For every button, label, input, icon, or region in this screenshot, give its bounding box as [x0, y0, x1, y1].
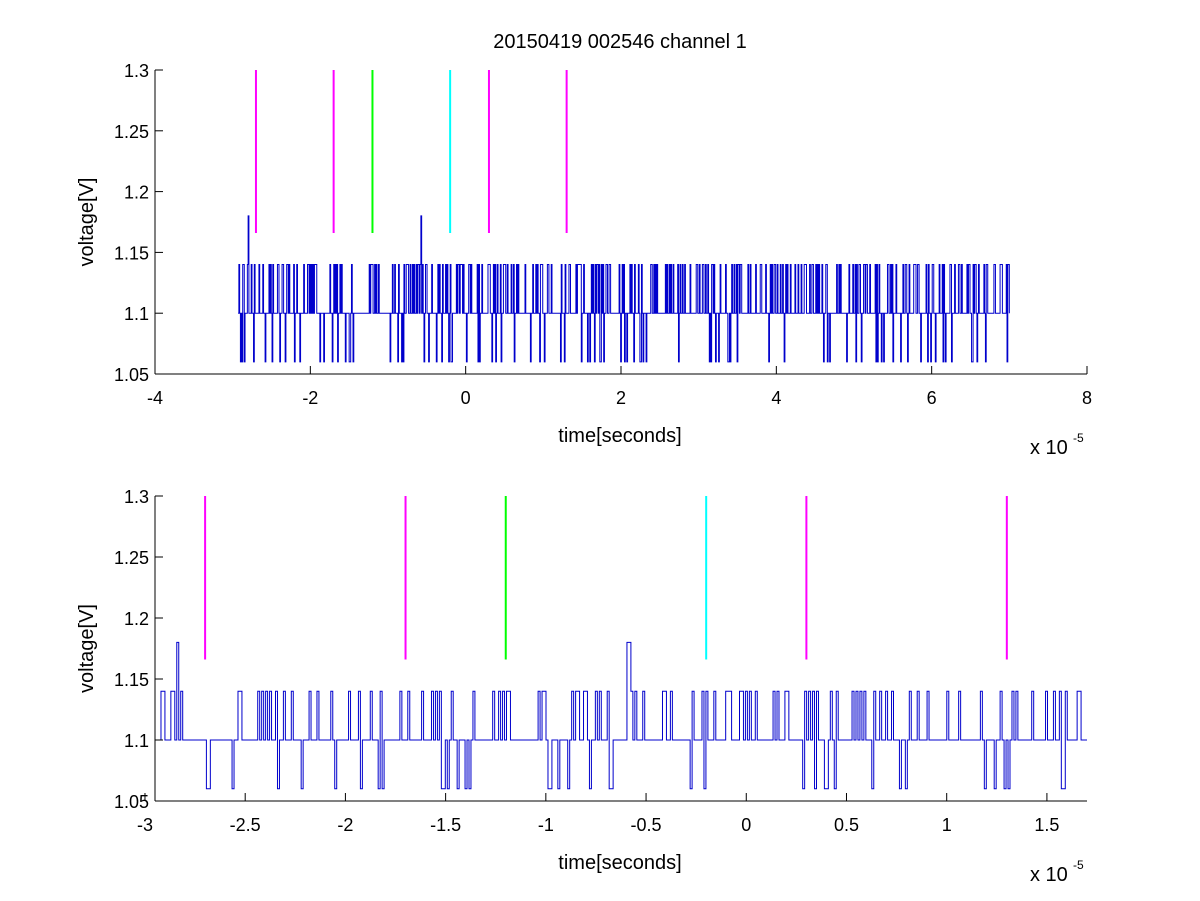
voltage-trace: [159, 641, 1087, 790]
y-tick-label: 1.1: [124, 731, 149, 751]
x-axis-label: time[seconds]: [558, 852, 681, 874]
x-tick-label: -2: [302, 388, 318, 408]
x-tick-label: -0.5: [631, 815, 662, 835]
plot-bottom: -3 -2.5 -2 -1.5 -1 -0.5 0 0.5 1 1.5 1.05 1.1 1.15 1.2…: [76, 487, 1087, 886]
figure-title: 20150419 002546 channel 1: [493, 31, 747, 53]
y-tick-label: 1.3: [124, 487, 149, 507]
x-axis-label: time[seconds]: [558, 425, 681, 447]
y-tick-label: 1.1: [124, 304, 149, 324]
x-tick-label: 2: [616, 388, 626, 408]
x-tick-label: 0: [741, 815, 751, 835]
x-tick-label: 0: [461, 388, 471, 408]
y-tick-label: 1.05: [114, 365, 149, 385]
x-tick-label: -2: [337, 815, 353, 835]
x-tick-label: -3: [137, 815, 153, 835]
x-axis-multiplier: x 10: [1030, 437, 1068, 459]
x-axis-exponent: -5: [1073, 431, 1084, 445]
x-tick-label: 4: [771, 388, 781, 408]
y-axis-label: voltage[V]: [76, 604, 98, 693]
x-tick-label: -4: [147, 388, 163, 408]
x-tick-label: 8: [1082, 388, 1092, 408]
x-tick-label: -1.5: [430, 815, 461, 835]
x-axis-exponent: -5: [1073, 858, 1084, 872]
y-tick-label: 1.25: [114, 122, 149, 142]
y-tick-label: 1.25: [114, 548, 149, 568]
voltage-trace: [238, 215, 1010, 363]
x-tick-label: -2.5: [230, 815, 261, 835]
x-tick-label: 1.5: [1034, 815, 1059, 835]
y-tick-label: 1.2: [124, 183, 149, 203]
y-axis-label: voltage[V]: [76, 178, 98, 267]
x-tick-label: 6: [927, 388, 937, 408]
y-tick-label: 1.2: [124, 609, 149, 629]
y-tick-label: 1.15: [114, 670, 149, 690]
x-tick-label: 1: [942, 815, 952, 835]
x-tick-label: 0.5: [834, 815, 859, 835]
plot-top: -4 -2 0 2 4 6 8 1.05 1.1 1.15 1.2 1.25 1.3 time[secon…: [76, 61, 1092, 459]
y-tick-label: 1.05: [114, 792, 149, 812]
y-tick-label: 1.15: [114, 243, 149, 263]
x-axis-multiplier: x 10: [1030, 864, 1068, 886]
y-tick-label: 1.3: [124, 61, 149, 81]
x-tick-label: -1: [538, 815, 554, 835]
